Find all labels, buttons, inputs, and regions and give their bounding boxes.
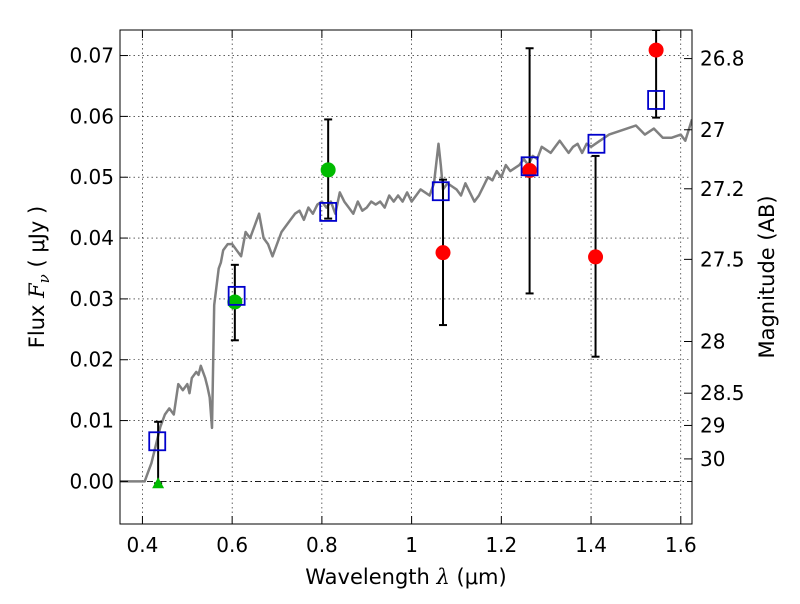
y-axis-title-prefix: Flux <box>25 298 49 348</box>
red-detections-point <box>522 163 538 179</box>
green-upper-limit-marker <box>152 477 165 489</box>
x-tick-label: 1.6 <box>665 533 697 557</box>
red-detections-point <box>648 42 664 58</box>
x-tick-label: 1.2 <box>485 533 517 557</box>
y-tick-label: 0.05 <box>69 165 114 189</box>
red-detections-point <box>588 249 604 265</box>
y-tick-label: 0.01 <box>69 409 114 433</box>
y-tick-label: 0.02 <box>69 348 114 372</box>
x-tick-label: 0.8 <box>306 533 338 557</box>
y-tick-label: 0.07 <box>69 44 114 68</box>
model-photometry-marker <box>647 90 666 110</box>
red-detections-point <box>435 245 451 261</box>
x-axis-title-prefix: Wavelength <box>305 565 436 589</box>
magnitude-tick-label: 28 <box>700 329 725 353</box>
magnitude-tick-label: 30 <box>700 447 725 471</box>
y-tick-label: 0.06 <box>69 104 114 128</box>
y-axis-symbol: F <box>25 282 49 299</box>
x-tick-label: 0.4 <box>127 533 159 557</box>
x-axis-symbol: λ <box>436 565 450 589</box>
magnitude-tick-label: 27.2 <box>700 177 745 201</box>
x-tick-label: 1.4 <box>575 533 607 557</box>
magnitude-tick-label: 28.5 <box>700 381 745 405</box>
green-detections-point <box>227 294 243 310</box>
tick-marks <box>120 30 692 524</box>
magnitude-tick-label: 29 <box>700 413 725 437</box>
plot-frame <box>119 29 693 525</box>
y-axis-unit: ( μJy ) <box>25 206 49 274</box>
magnitude-tick-label: 26.8 <box>700 47 745 71</box>
grid <box>120 30 692 524</box>
magnitude-tick-label: 27.5 <box>700 247 745 271</box>
x-tick-label: 1 <box>405 533 418 557</box>
model-photometry-marker <box>148 431 167 452</box>
data-layer <box>120 30 692 489</box>
y-axis-title: Flux Fν ( μJy ) <box>25 206 53 348</box>
model-photometry-marker <box>520 156 539 177</box>
x-tick-label: 0.6 <box>216 533 248 557</box>
magnitude-tick-label: 27 <box>700 118 725 142</box>
y-tick-label: 0.03 <box>69 287 114 311</box>
model-spectrum-line <box>120 119 692 483</box>
x-axis-unit: (μm) <box>450 565 507 589</box>
tick-labels: 0.4 0.6 0.8 1 1.2 1.4 1.6 0.00 0.01 0.02 0.03 0.04 0… <box>69 44 744 557</box>
x-axis-title: Wavelength λ (μm) <box>305 565 506 589</box>
green-detections-point <box>320 162 336 178</box>
y-axis-subscript: ν <box>35 274 53 283</box>
y-tick-label: 0.00 <box>69 469 114 493</box>
model-photometry-marker <box>319 202 338 222</box>
model-photometry-marker <box>587 133 606 154</box>
model-photometry-marker <box>227 285 246 306</box>
magnitude-axis-title: Magnitude (AB) <box>755 195 779 358</box>
y-tick-label: 0.04 <box>69 226 114 250</box>
model-photometry-marker <box>431 181 450 202</box>
